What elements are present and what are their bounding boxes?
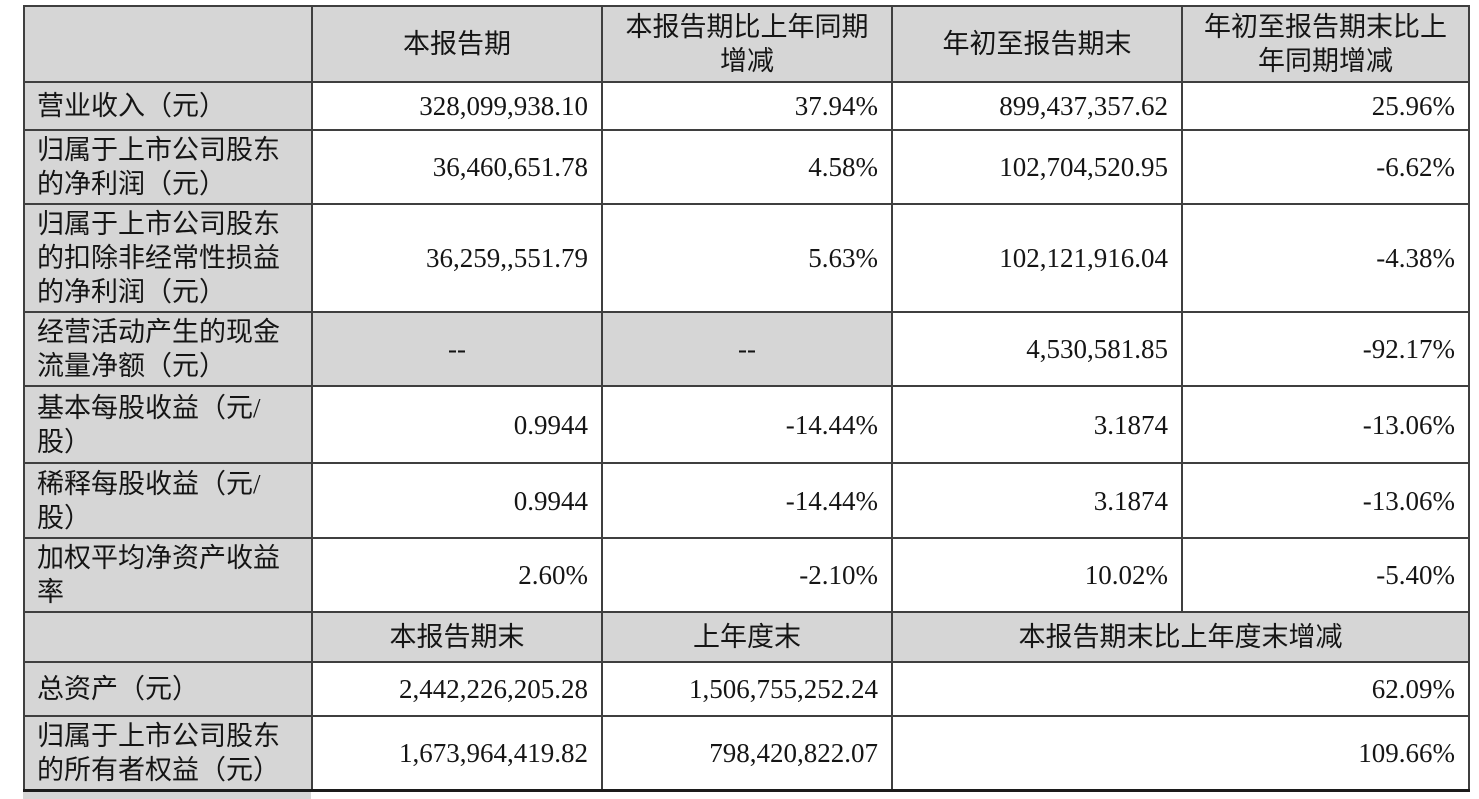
value-period-end: 1,673,964,419.82: [311, 715, 603, 792]
value-current-period: 2.60%: [311, 537, 603, 613]
table-row-operating-revenue: 营业收入（元） 328,099,938.10 37.94% 899,437,35…: [23, 81, 1470, 131]
table-row-basic-eps: 基本每股收益（元/ 股） 0.9944 -14.44% 3.1874 -13.0…: [23, 385, 1470, 464]
col-header-ytd: 年初至报告期末: [891, 5, 1183, 83]
row-label: 经营活动产生的现金 流量净额（元）: [23, 311, 313, 387]
value-change: 109.66%: [891, 715, 1470, 792]
value-ytd: 4,530,581.85: [891, 311, 1183, 387]
value-prev-year-end: 1,506,755,252.24: [601, 661, 893, 717]
value-change: 62.09%: [891, 661, 1470, 717]
value-ytd: 102,704,520.95: [891, 129, 1183, 205]
row-label: 归属于上市公司股东 的扣除非经常性损益 的净利润（元）: [23, 203, 313, 313]
table-row-total-assets: 总资产（元） 2,442,226,205.28 1,506,755,252.24…: [23, 661, 1470, 717]
value-current-period-yoy: -2.10%: [601, 537, 893, 613]
value-current-period-na: --: [311, 311, 603, 387]
value-ytd: 3.1874: [891, 385, 1183, 464]
value-current-period: 36,259,,551.79: [311, 203, 603, 313]
value-ytd-yoy: -6.62%: [1181, 129, 1470, 205]
row-label: 加权平均净资产收益 率: [23, 537, 313, 613]
value-current-period: 36,460,651.78: [311, 129, 603, 205]
value-ytd: 899,437,357.62: [891, 81, 1183, 131]
value-ytd: 10.02%: [891, 537, 1183, 613]
value-current-period: 328,099,938.10: [311, 81, 603, 131]
period-end-header-row: 本报告期末 上年度末 本报告期末比上年度末增减: [23, 611, 1470, 663]
col-header-current-period: 本报告期: [311, 5, 603, 83]
col-header-current-period-yoy: 本报告期比上年同期 增减: [601, 5, 893, 83]
value-ytd-yoy: 25.96%: [1181, 81, 1470, 131]
col-header-ytd-yoy: 年初至报告期末比上 年同期增减: [1181, 5, 1470, 83]
table-row-weighted-avg-roe: 加权平均净资产收益 率 2.60% -2.10% 10.02% -5.40%: [23, 537, 1470, 613]
period-header-row: 本报告期 本报告期比上年同期 增减 年初至报告期末 年初至报告期末比上 年同期增…: [23, 5, 1470, 83]
value-ytd: 3.1874: [891, 462, 1183, 539]
value-current-period-yoy: 4.58%: [601, 129, 893, 205]
value-ytd-yoy: -13.06%: [1181, 462, 1470, 539]
col-header-period-end-vs-prev-year-end: 本报告期末比上年度末增减: [891, 611, 1470, 663]
table-row-net-profit-excl-nonrecurring: 归属于上市公司股东 的扣除非经常性损益 的净利润（元） 36,259,,551.…: [23, 203, 1470, 313]
next-row-peek: [23, 792, 311, 799]
value-ytd-yoy: -13.06%: [1181, 385, 1470, 464]
value-ytd-yoy: -92.17%: [1181, 311, 1470, 387]
value-ytd-yoy: -5.40%: [1181, 537, 1470, 613]
blank-corner-cell: [23, 611, 313, 663]
value-current-period-yoy: -14.44%: [601, 385, 893, 464]
row-label: 总资产（元）: [23, 661, 313, 717]
value-prev-year-end: 798,420,822.07: [601, 715, 893, 792]
financial-summary-table: 本报告期 本报告期比上年同期 增减 年初至报告期末 年初至报告期末比上 年同期增…: [23, 5, 1470, 792]
blank-corner-cell: [23, 5, 313, 83]
table-row-net-profit-attributable: 归属于上市公司股东 的净利润（元） 36,460,651.78 4.58% 10…: [23, 129, 1470, 205]
row-label: 稀释每股收益（元/ 股）: [23, 462, 313, 539]
value-current-period-yoy: 37.94%: [601, 81, 893, 131]
table-row-operating-cash-flow: 经营活动产生的现金 流量净额（元） -- -- 4,530,581.85 -92…: [23, 311, 1470, 387]
table-row-equity-attributable: 归属于上市公司股东 的所有者权益（元） 1,673,964,419.82 798…: [23, 715, 1470, 792]
value-current-period: 0.9944: [311, 462, 603, 539]
value-current-period-yoy: -14.44%: [601, 462, 893, 539]
row-label: 归属于上市公司股东 的所有者权益（元）: [23, 715, 313, 792]
row-label: 基本每股收益（元/ 股）: [23, 385, 313, 464]
row-label: 归属于上市公司股东 的净利润（元）: [23, 129, 313, 205]
value-current-period-yoy-na: --: [601, 311, 893, 387]
col-header-period-end: 本报告期末: [311, 611, 603, 663]
value-ytd: 102,121,916.04: [891, 203, 1183, 313]
value-current-period-yoy: 5.63%: [601, 203, 893, 313]
col-header-prev-year-end: 上年度末: [601, 611, 893, 663]
row-label: 营业收入（元）: [23, 81, 313, 131]
value-current-period: 0.9944: [311, 385, 603, 464]
value-ytd-yoy: -4.38%: [1181, 203, 1470, 313]
value-period-end: 2,442,226,205.28: [311, 661, 603, 717]
table-row-diluted-eps: 稀释每股收益（元/ 股） 0.9944 -14.44% 3.1874 -13.0…: [23, 462, 1470, 539]
